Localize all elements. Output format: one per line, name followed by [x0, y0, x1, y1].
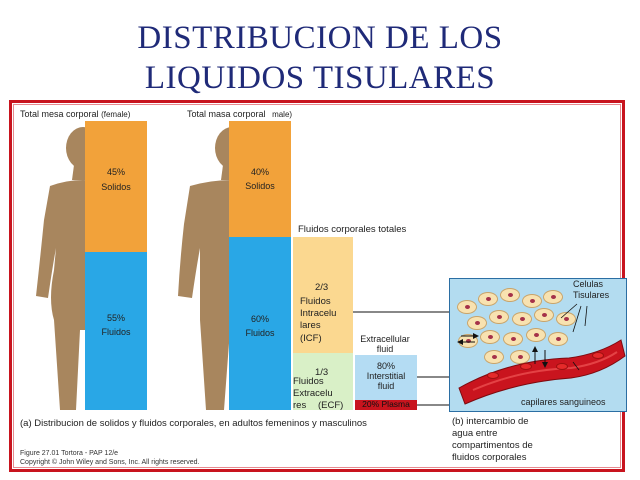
tissue-cell-icon: [503, 332, 523, 346]
male-solids-percent: 40%: [250, 167, 269, 177]
ecf-line2: Extracelu: [293, 388, 333, 399]
cells-label-line2: Tisulares: [573, 290, 610, 300]
plasma-box: 20% Plasma: [355, 399, 417, 410]
tissue-cell-icon: [478, 292, 498, 306]
red-blood-cell-icon: [592, 352, 604, 359]
male-solids-label: Solidos: [245, 181, 275, 191]
male-fluids-label: Fluidos: [245, 328, 275, 338]
tissue-cell-icon: [543, 290, 563, 304]
female-solids-percent: 45%: [106, 167, 125, 177]
ecf-fraction: 1/3: [315, 367, 329, 378]
icf-box: [293, 237, 353, 353]
figure-credits: Figure 27.01 Tortora - PAP 12/e Copyrigh…: [20, 449, 199, 467]
tissue-cell-icon: [467, 316, 487, 330]
female-fluids-percent: 55%: [106, 313, 125, 323]
tissue-cell-icon: [484, 350, 504, 364]
ecf-header-line2: fluid: [376, 344, 394, 354]
ecf-line4: (ECF): [318, 400, 344, 411]
ecf-header-line1: Extracellular: [360, 334, 410, 344]
female-solids-bar: 45% Solidos: [85, 121, 147, 252]
icf-line3: lares: [300, 320, 321, 331]
tissue-cell-icon: [522, 294, 542, 308]
tissue-cell-icon: [500, 288, 520, 302]
male-fluids-percent: 60%: [250, 314, 269, 324]
tissue-cell-icon: [480, 330, 500, 344]
tissue-cell-icon: [510, 350, 530, 364]
male-header: Total masa corporal male): [187, 109, 292, 119]
plasma-label: 20% Plasma: [362, 399, 410, 409]
cells-label-line1: Celulas: [573, 279, 604, 289]
caption-b-line1: (b) intercambio de: [452, 416, 529, 427]
icf-line2: Intracelu: [300, 308, 337, 319]
tissue-cell-icon: [534, 308, 554, 322]
ecf-box: [293, 353, 353, 410]
page-title-line1: DISTRIBUCION DE LOS: [137, 20, 503, 56]
female-fluids-label: Fluidos: [101, 327, 131, 337]
ecf-line1: Fluidos: [293, 376, 324, 387]
body-fluids-header: Fluidos corporales totales: [298, 224, 407, 235]
male-fluids-bar: 60% Fluidos: [229, 237, 291, 410]
male-header-main: Total masa corporal: [187, 109, 266, 119]
caption-b: (b) intercambio de agua entre compartime…: [452, 416, 533, 464]
caption-b-line4: fluidos corporales: [452, 452, 527, 463]
female-header: Total mesa corporal (female): [20, 109, 130, 119]
tissue-cell-icon: [512, 312, 532, 326]
female-header-sub: (female): [101, 110, 131, 119]
male-header-sub: male): [272, 110, 293, 119]
icf-line1: Fluidos: [300, 296, 331, 307]
male-solids-bar: 40% Solidos: [229, 121, 291, 237]
red-blood-cell-icon: [487, 372, 499, 379]
interstitial-line1: Interstitial: [366, 371, 406, 381]
page-title-line2: LIQUIDOS TISULARES: [144, 60, 496, 96]
credits-line2: Copyright © John Wiley and Sons, Inc. Al…: [20, 459, 200, 466]
caption-b-line2: agua entre: [452, 428, 498, 439]
female-fluids-bar: 55% Fluidos: [85, 252, 147, 410]
caption-a: (a) Distribucion de solidos y fluidos co…: [20, 418, 367, 429]
cells-label: Celulas Tisulares: [573, 279, 609, 301]
capillary-label: capilares sanguineos: [521, 397, 606, 407]
icf-fraction: 2/3: [315, 282, 329, 293]
red-blood-cell-icon: [556, 363, 568, 370]
female-solids-label: Solidos: [101, 182, 131, 192]
tissue-cell-icon: [526, 328, 546, 342]
female-header-main: Total mesa corporal: [20, 109, 99, 119]
credits-line1: Figure 27.01 Tortora - PAP 12/e: [20, 450, 119, 457]
interstitial-line2: fluid: [377, 381, 395, 391]
interstitial-box: 80% Interstitial fluid: [355, 355, 417, 400]
caption-b-line3: compartimentos de: [452, 440, 533, 451]
icf-line4: (ICF): [300, 333, 322, 344]
interstitial-percent: 80%: [376, 361, 395, 371]
ecf-line3: res: [293, 400, 307, 411]
tissue-cell-icon: [548, 332, 568, 346]
tissue-cell-icon: [457, 300, 477, 314]
tissue-cell-icon: [556, 312, 576, 326]
tissue-cell-icon: [489, 310, 509, 324]
ecf-header: Extracellular fluid: [357, 334, 413, 354]
red-blood-cell-icon: [520, 363, 532, 370]
